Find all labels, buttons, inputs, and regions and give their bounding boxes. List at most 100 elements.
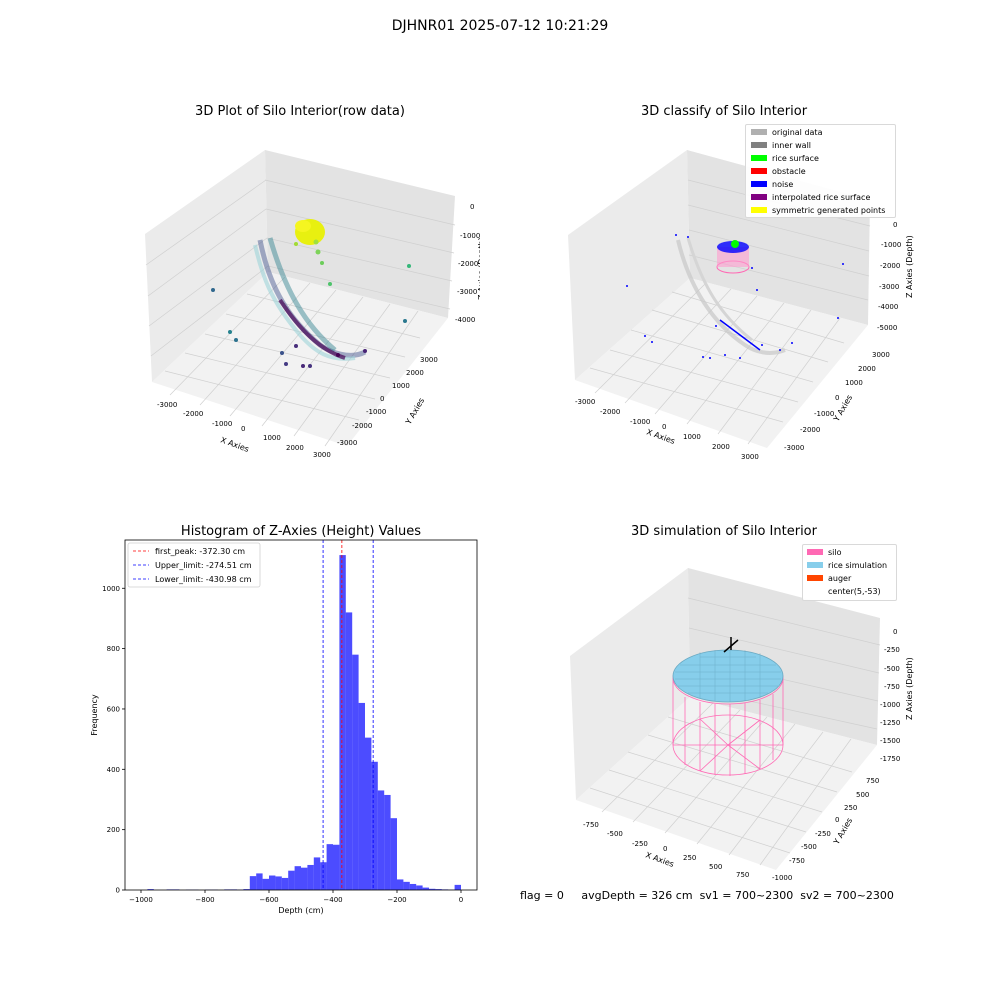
legend-swatch-rice-sim xyxy=(807,562,823,568)
svg-text:0: 0 xyxy=(663,845,667,853)
svg-text:1000: 1000 xyxy=(263,434,281,442)
simulation-legend: silo rice simulation auger center(5,-53) xyxy=(802,544,897,601)
svg-text:3000: 3000 xyxy=(741,453,759,460)
svg-text:0: 0 xyxy=(662,423,666,431)
svg-text:-3000: -3000 xyxy=(575,398,595,406)
legend-label: center(5,-53) xyxy=(828,587,881,596)
legend-swatch-symmetric xyxy=(751,207,767,213)
svg-text:-1000: -1000 xyxy=(814,410,834,418)
svg-text:0: 0 xyxy=(893,221,897,229)
x-tick-label: −200 xyxy=(387,896,406,904)
legend-label: obstacle xyxy=(772,167,806,176)
svg-text:-5000: -5000 xyxy=(877,324,897,332)
histogram-bar xyxy=(435,889,442,890)
histogram-bar xyxy=(352,654,359,890)
legend-item: rice simulation xyxy=(807,561,887,570)
svg-text:0: 0 xyxy=(835,394,839,402)
svg-text:2000: 2000 xyxy=(286,444,304,452)
y-tick-label: 400 xyxy=(107,766,120,774)
svg-text:-1000: -1000 xyxy=(212,420,232,428)
legend-item: auger xyxy=(807,574,851,583)
histogram-bar xyxy=(371,761,378,890)
histogram-legend xyxy=(127,542,261,588)
histogram-bar xyxy=(403,881,410,890)
legend-label: symmetric generated points xyxy=(772,206,886,215)
legend-label: interpolated rice surface xyxy=(772,193,871,202)
svg-text:500: 500 xyxy=(856,791,869,799)
svg-text:X Axies: X Axies xyxy=(219,435,250,454)
x-tick-label: −1000 xyxy=(129,896,153,904)
svg-text:1000: 1000 xyxy=(845,379,863,387)
y-tick-label: 200 xyxy=(107,826,120,834)
legend-item: rice surface xyxy=(751,154,819,163)
histogram-title: Histogram of Z-Axies (Height) Values xyxy=(180,524,422,539)
histogram-bar xyxy=(416,885,423,890)
histogram-bar xyxy=(377,790,385,890)
svg-text:250: 250 xyxy=(683,854,696,862)
histogram-bar xyxy=(294,866,301,890)
svg-text:Z Axies (Depth): Z Axies (Depth) xyxy=(905,235,914,298)
svg-text:0: 0 xyxy=(470,203,474,211)
histogram-bar xyxy=(147,889,154,890)
figure-title: DJHNR01 2025-07-12 10:21:29 xyxy=(391,18,609,34)
legend-swatch-noise xyxy=(751,181,767,187)
svg-text:-750: -750 xyxy=(583,821,599,829)
histogram-bar xyxy=(333,844,340,890)
legend-label: auger xyxy=(828,574,852,583)
svg-text:500: 500 xyxy=(709,863,722,871)
svg-text:-3000: -3000 xyxy=(879,283,899,291)
svg-text:-2000: -2000 xyxy=(600,408,620,416)
svg-text:-3000: -3000 xyxy=(157,401,177,409)
svg-text:Z Axies (Depth): Z Axies (Depth) xyxy=(477,237,480,300)
x-axis-label: Depth (cm) xyxy=(278,906,323,915)
legend-swatch-obstacle xyxy=(751,168,767,174)
svg-text:-500: -500 xyxy=(801,843,817,851)
sv1-value: sv1 = 700~2300 xyxy=(699,889,794,902)
legend-item: inner wall xyxy=(751,141,811,150)
histogram-bar xyxy=(409,883,417,890)
legend-label: first_peak: -372.30 cm xyxy=(155,547,245,556)
legend-label: noise xyxy=(772,180,794,189)
y-axis-label: Frequency xyxy=(90,694,99,736)
svg-text:0: 0 xyxy=(835,816,839,824)
svg-text:-750: -750 xyxy=(884,683,900,691)
y-tick-label: 1000 xyxy=(102,585,120,593)
histogram-bar xyxy=(243,889,250,890)
legend-swatch-interpolated xyxy=(751,194,767,200)
svg-text:3000: 3000 xyxy=(872,351,890,359)
svg-text:X Axies: X Axies xyxy=(644,850,675,869)
x-tick-label: −400 xyxy=(323,896,342,904)
svg-text:750: 750 xyxy=(736,871,749,879)
histogram-bar xyxy=(345,612,353,890)
svg-text:2000: 2000 xyxy=(406,369,424,377)
histogram-chart: −1000 −800 −600 −400 −200 0 0 200 400 600 800 1000 D… xyxy=(90,539,478,915)
classify-plot-title: 3D classify of Silo Interior xyxy=(640,104,808,119)
histogram-bar xyxy=(275,876,282,890)
histogram-bar xyxy=(288,870,295,890)
legend-swatch-silo xyxy=(807,549,823,555)
status-line: flag = 0 avgDepth = 326 cm sv1 = 700~230… xyxy=(520,889,894,902)
svg-text:750: 750 xyxy=(866,777,879,785)
svg-text:-1000: -1000 xyxy=(630,418,650,426)
x-tick-label: 0 xyxy=(459,896,463,904)
y-tick-label: 600 xyxy=(107,705,120,713)
svg-text:-1250: -1250 xyxy=(880,719,900,727)
histogram-bar xyxy=(249,876,257,890)
histogram-bar xyxy=(301,867,308,890)
legend-label: inner wall xyxy=(772,141,812,150)
legend-swatch-inner-wall xyxy=(751,142,767,148)
svg-text:-3000: -3000 xyxy=(337,439,357,447)
svg-text:-1000: -1000 xyxy=(881,241,901,249)
svg-text:Y Axies: Y Axies xyxy=(403,396,426,426)
svg-text:-500: -500 xyxy=(884,665,900,673)
svg-text:-1500: -1500 xyxy=(880,737,900,745)
histogram-bar xyxy=(269,875,276,890)
svg-text:-500: -500 xyxy=(607,830,623,838)
legend-item: silo xyxy=(807,548,842,557)
svg-text:250: 250 xyxy=(844,804,857,812)
legend-label: original data xyxy=(772,128,823,137)
svg-text:2000: 2000 xyxy=(858,365,876,373)
svg-text:-1750: -1750 xyxy=(880,755,900,763)
svg-text:-3000: -3000 xyxy=(784,444,804,452)
histogram-bar xyxy=(454,884,461,890)
